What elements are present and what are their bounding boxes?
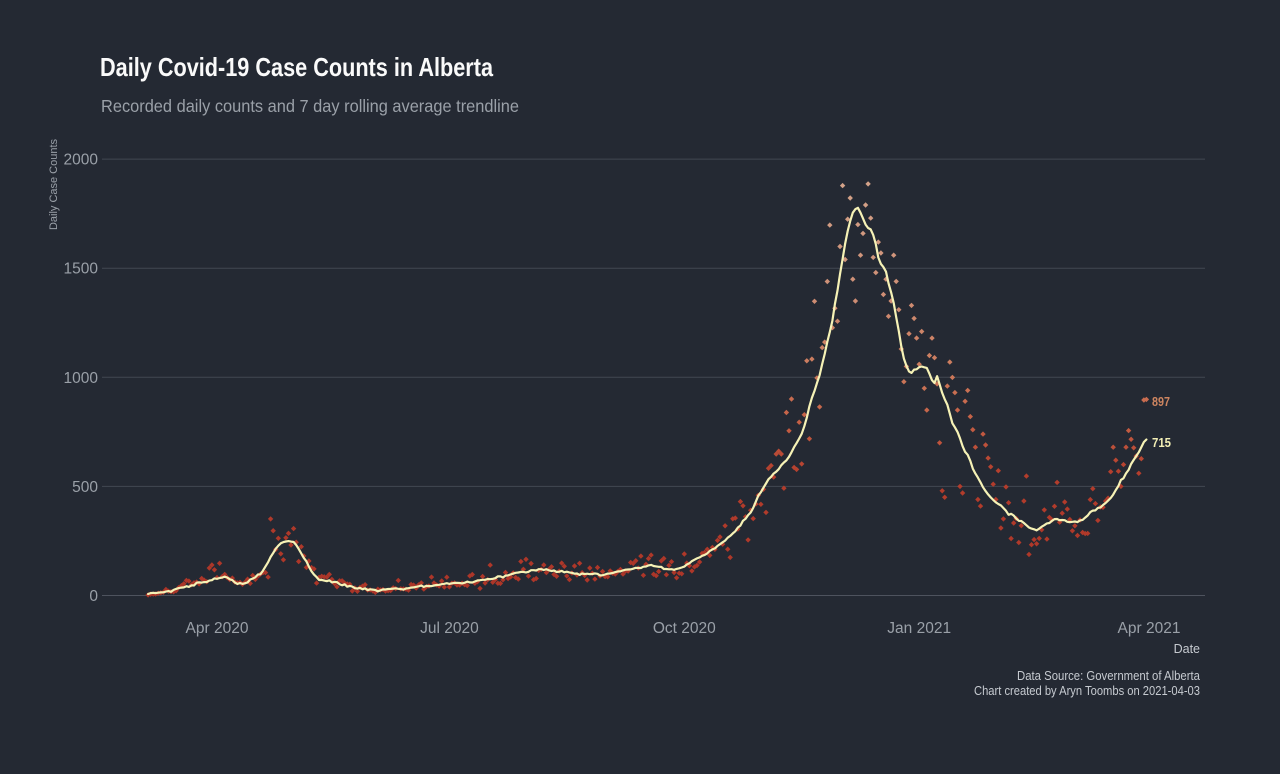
svg-text:Date: Date [1174,642,1200,656]
svg-text:Jul 2020: Jul 2020 [420,620,479,637]
svg-text:1000: 1000 [64,370,99,387]
svg-text:Daily Covid-19 Case Counts in: Daily Covid-19 Case Counts in Alberta [100,52,493,82]
svg-text:Daily Case Counts: Daily Case Counts [48,139,60,230]
svg-text:715: 715 [1152,435,1171,450]
svg-text:1500: 1500 [64,261,99,278]
svg-text:Chart created by Aryn Toombs o: Chart created by Aryn Toombs on 2021-04-… [974,684,1200,698]
svg-text:Apr 2020: Apr 2020 [186,620,249,637]
svg-text:0: 0 [89,588,98,605]
svg-text:Oct 2020: Oct 2020 [653,620,716,637]
svg-text:500: 500 [72,479,98,496]
svg-text:897: 897 [1152,394,1170,409]
svg-text:Recorded daily counts and 7 da: Recorded daily counts and 7 day rolling … [101,96,519,116]
svg-text:Jan 2021: Jan 2021 [887,620,951,637]
svg-text:2000: 2000 [64,152,99,169]
svg-text:Apr 2021: Apr 2021 [1118,620,1181,637]
svg-text:Data Source: Government of Alb: Data Source: Government of Alberta [1017,669,1200,683]
